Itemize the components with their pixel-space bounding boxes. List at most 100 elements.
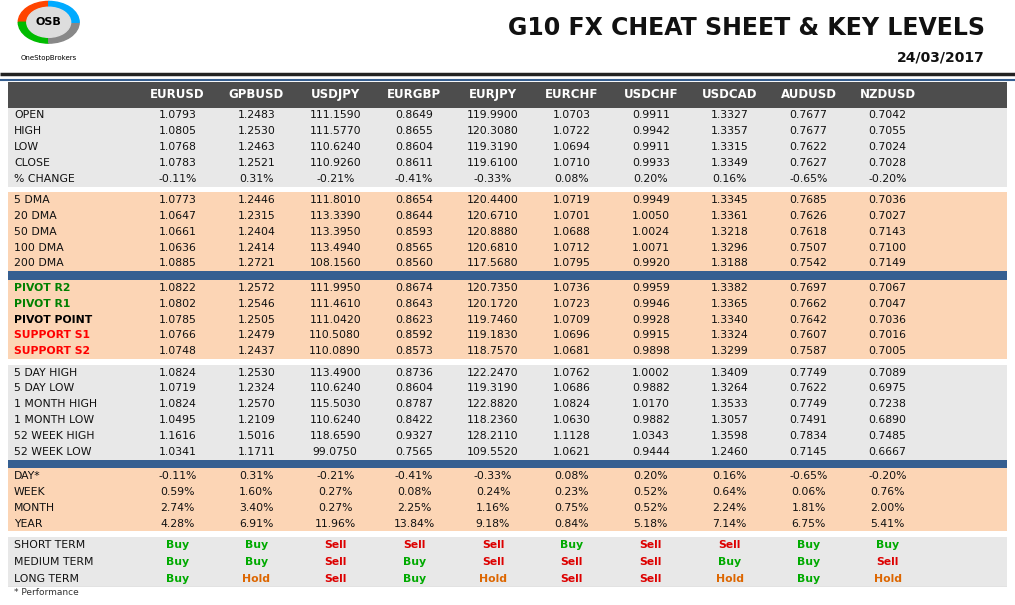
Text: Buy: Buy: [797, 557, 820, 567]
Text: 0.8592: 0.8592: [395, 330, 433, 341]
Text: Sell: Sell: [403, 540, 425, 551]
Text: 1.3218: 1.3218: [710, 227, 749, 237]
Text: 122.2470: 122.2470: [467, 367, 519, 378]
Text: 0.8623: 0.8623: [395, 315, 433, 324]
Bar: [8, 484, 1007, 500]
Text: 1.2521: 1.2521: [238, 158, 275, 168]
Text: Sell: Sell: [324, 574, 346, 584]
Text: DAY*: DAY*: [14, 471, 41, 481]
Text: 1.2463: 1.2463: [238, 142, 275, 152]
Text: 0.9915: 0.9915: [632, 330, 670, 341]
Text: 1.0766: 1.0766: [158, 330, 196, 341]
Text: 1.0795: 1.0795: [553, 258, 591, 269]
Text: PIVOT POINT: PIVOT POINT: [14, 315, 92, 324]
Text: 1.0736: 1.0736: [553, 283, 591, 293]
Text: 1.0722: 1.0722: [553, 126, 591, 136]
Text: 115.5030: 115.5030: [310, 399, 361, 409]
Text: 0.8649: 0.8649: [395, 111, 433, 120]
Text: 1.3264: 1.3264: [710, 384, 749, 393]
Text: 0.31%: 0.31%: [240, 471, 274, 481]
Text: OPEN: OPEN: [14, 111, 45, 120]
Text: 111.4610: 111.4610: [310, 299, 361, 309]
Text: 1.0709: 1.0709: [553, 315, 591, 324]
Text: 0.8593: 0.8593: [395, 227, 433, 237]
Text: 119.3190: 119.3190: [467, 384, 519, 393]
Text: 7.14%: 7.14%: [713, 518, 747, 529]
Text: Sell: Sell: [639, 540, 662, 551]
Text: 1.3382: 1.3382: [710, 283, 749, 293]
Text: 1.0824: 1.0824: [553, 399, 591, 409]
Text: 1.0712: 1.0712: [553, 243, 591, 252]
Text: 0.16%: 0.16%: [713, 471, 747, 481]
Bar: [8, 255, 1007, 271]
Text: 1.3327: 1.3327: [710, 111, 749, 120]
Text: 0.7100: 0.7100: [869, 243, 906, 252]
Text: 0.8611: 0.8611: [395, 158, 433, 168]
Text: 117.5680: 117.5680: [467, 258, 519, 269]
Text: 0.6890: 0.6890: [869, 415, 906, 425]
Text: Sell: Sell: [324, 557, 346, 567]
Text: 0.20%: 0.20%: [633, 174, 668, 184]
Bar: [8, 460, 1007, 468]
Text: 200 DMA: 200 DMA: [14, 258, 64, 269]
Text: 5 DAY LOW: 5 DAY LOW: [14, 384, 74, 393]
Bar: [8, 123, 1007, 139]
Text: 1.0701: 1.0701: [553, 211, 591, 221]
Text: SHORT TERM: SHORT TERM: [14, 540, 85, 551]
Bar: [8, 224, 1007, 240]
Text: 0.7622: 0.7622: [790, 142, 827, 152]
Text: 0.7507: 0.7507: [790, 243, 827, 252]
Bar: [8, 192, 1007, 208]
Text: 120.3080: 120.3080: [467, 126, 519, 136]
Text: 0.08%: 0.08%: [554, 471, 590, 481]
Text: Buy: Buy: [403, 557, 425, 567]
Circle shape: [26, 7, 71, 38]
Text: 1.3057: 1.3057: [710, 415, 749, 425]
Text: 1.0719: 1.0719: [553, 195, 591, 205]
Text: 108.1560: 108.1560: [310, 258, 361, 269]
Wedge shape: [49, 22, 79, 43]
Bar: [8, 381, 1007, 396]
Text: 0.7005: 0.7005: [869, 346, 906, 356]
Text: 1.3315: 1.3315: [710, 142, 749, 152]
Text: 0.7027: 0.7027: [869, 211, 906, 221]
Bar: [8, 571, 1007, 587]
Text: 0.7024: 0.7024: [869, 142, 906, 152]
Text: 1.0703: 1.0703: [553, 111, 591, 120]
Text: 0.8674: 0.8674: [395, 283, 433, 293]
Text: 113.3390: 113.3390: [310, 211, 361, 221]
Text: 118.7570: 118.7570: [467, 346, 519, 356]
Text: 1.0762: 1.0762: [553, 367, 591, 378]
Text: 0.9949: 0.9949: [632, 195, 670, 205]
Text: 0.9898: 0.9898: [632, 346, 670, 356]
Text: 1.2479: 1.2479: [238, 330, 275, 341]
Text: 0.6667: 0.6667: [869, 446, 906, 457]
Text: Buy: Buy: [165, 574, 189, 584]
Text: 1.0495: 1.0495: [158, 415, 196, 425]
Text: 1.1128: 1.1128: [553, 431, 591, 441]
Text: Hold: Hold: [243, 574, 270, 584]
Text: 109.5520: 109.5520: [467, 446, 519, 457]
Text: 0.7749: 0.7749: [790, 399, 827, 409]
Text: 1.0688: 1.0688: [553, 227, 591, 237]
Text: 0.23%: 0.23%: [554, 487, 589, 497]
Text: 0.7622: 0.7622: [790, 384, 827, 393]
Text: Hold: Hold: [874, 574, 901, 584]
Text: 0.7238: 0.7238: [869, 399, 906, 409]
Text: EURUSD: EURUSD: [150, 88, 205, 102]
Text: 5 DAY HIGH: 5 DAY HIGH: [14, 367, 77, 378]
Text: 119.3190: 119.3190: [467, 142, 519, 152]
Text: -0.20%: -0.20%: [868, 174, 906, 184]
Text: 1.3324: 1.3324: [710, 330, 749, 341]
Text: 11.96%: 11.96%: [315, 518, 356, 529]
Text: Sell: Sell: [482, 557, 504, 567]
Text: 111.8010: 111.8010: [310, 195, 361, 205]
Text: 0.7047: 0.7047: [869, 299, 906, 309]
Text: 0.8565: 0.8565: [395, 243, 433, 252]
Text: 2.24%: 2.24%: [713, 503, 747, 513]
Text: 0.7697: 0.7697: [790, 283, 827, 293]
Text: 1.81%: 1.81%: [792, 503, 826, 513]
Text: 0.8644: 0.8644: [395, 211, 433, 221]
Text: 1.0748: 1.0748: [158, 346, 196, 356]
Text: MEDIUM TERM: MEDIUM TERM: [14, 557, 93, 567]
